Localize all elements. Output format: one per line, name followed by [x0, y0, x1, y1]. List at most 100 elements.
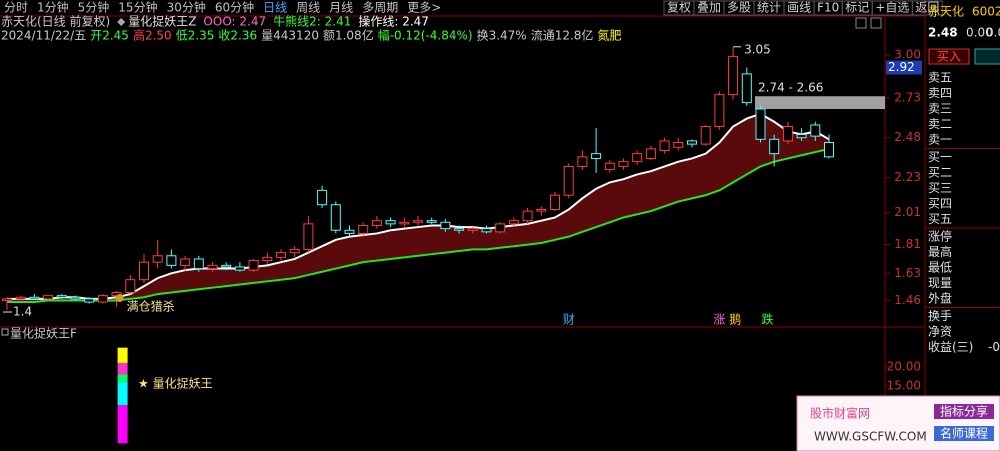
- candle-body: [440, 221, 451, 230]
- candle-body: [796, 134, 807, 139]
- y2-tick-label: 15.00: [887, 378, 921, 392]
- change: 0.00: [966, 26, 993, 40]
- period-tab[interactable]: 1分钟: [37, 0, 69, 15]
- period-tab[interactable]: 5分钟: [78, 0, 110, 15]
- toolbar-button[interactable]: 返回: [915, 1, 939, 15]
- toolbar-button[interactable]: 多股: [727, 1, 751, 15]
- window-icon[interactable]: [855, 17, 867, 29]
- candle-body: [385, 220, 396, 225]
- period-tab[interactable]: 15分钟: [118, 0, 157, 15]
- y-tick-label: 1.81: [894, 237, 921, 251]
- quote-label: 涨停: [928, 229, 952, 244]
- buy-button-frame[interactable]: [928, 48, 970, 65]
- candle-body: [577, 156, 588, 167]
- candle-body: [276, 252, 286, 258]
- button-frame[interactable]: [911, 0, 943, 16]
- window-icon[interactable]: [870, 17, 882, 29]
- sell-button-frame[interactable]: [974, 48, 1000, 65]
- pane-annotation: ★ 量化捉妖王: [138, 376, 213, 391]
- candle-body: [139, 261, 149, 281]
- candle-body: [522, 210, 533, 222]
- period-tab[interactable]: 30分钟: [167, 0, 206, 15]
- toolbar-button[interactable]: F10: [817, 1, 839, 15]
- event-marker[interactable]: 涨: [713, 312, 725, 327]
- buy-button[interactable]: 买入: [937, 50, 961, 64]
- period-tab[interactable]: 分时: [4, 1, 28, 15]
- quote-label: 买四: [928, 197, 952, 211]
- quote-label: 卖三: [928, 102, 952, 116]
- quote-label: 最低: [928, 261, 952, 275]
- period-tab[interactable]: 月线: [329, 1, 353, 15]
- period-tab[interactable]: 周线: [296, 1, 320, 15]
- stack-segment: [117, 362, 128, 375]
- header-item: 操作线: 2.47: [358, 14, 429, 29]
- candle-body: [618, 161, 629, 167]
- period-tab[interactable]: 更多>: [407, 1, 441, 15]
- candle-body: [755, 108, 766, 140]
- candle-body: [550, 194, 560, 211]
- candle-body: [714, 94, 725, 128]
- quote-label: 现量: [928, 276, 952, 290]
- period-tab[interactable]: 60分钟: [215, 0, 254, 15]
- candle-body: [687, 140, 697, 145]
- candle-body: [769, 138, 780, 155]
- candle-body: [56, 295, 67, 298]
- tag-box: [934, 426, 994, 441]
- pane-icon: [1, 328, 9, 336]
- candle-body: [604, 162, 615, 171]
- candle-body: [125, 279, 136, 293]
- toolbar-button[interactable]: 复权: [667, 1, 691, 15]
- event-marker[interactable]: 鹅: [729, 313, 741, 327]
- tag-box: [934, 404, 994, 419]
- candle-body: [728, 55, 739, 96]
- trend-band: [7, 113, 829, 303]
- candle-body: [207, 264, 218, 270]
- y2-tick-label: 20.00: [887, 359, 921, 373]
- toolbar-button[interactable]: 标记: [845, 1, 869, 15]
- toolbar-button[interactable]: 叠加: [697, 1, 721, 15]
- candle-body: [166, 255, 177, 266]
- cursor-price-box: [886, 60, 922, 75]
- candle-body: [741, 73, 752, 104]
- stock-name: 赤天化: [928, 5, 964, 19]
- candle-body: [2, 298, 12, 301]
- candle-body: [591, 153, 602, 159]
- quote-label: 买五: [928, 212, 952, 226]
- candle-body: [221, 264, 232, 268]
- header-item: 赤天化(日线 前复权): [1, 14, 110, 29]
- trend-line: [7, 147, 830, 304]
- event-marker[interactable]: 跌: [761, 312, 773, 327]
- candle-body: [248, 260, 259, 271]
- event-marker[interactable]: 财: [563, 313, 575, 327]
- info-item: 幅-0.12(-4.84%): [378, 28, 473, 43]
- stack-segment: [117, 347, 128, 363]
- quote-label: 卖一: [928, 133, 952, 147]
- period-tab[interactable]: 多周期: [362, 1, 398, 15]
- candle-body: [262, 256, 273, 262]
- toolbar-button[interactable]: +自选: [875, 1, 909, 15]
- pane-title: 量化捉妖王F: [10, 326, 77, 341]
- header-item: OOO: 2.47: [203, 15, 266, 29]
- quote-label: 收益(三): [928, 340, 973, 354]
- stack-segment: [117, 374, 128, 383]
- info-item: 开2.45: [90, 29, 129, 43]
- candle-body: [330, 204, 341, 231]
- period-tab[interactable]: 日线: [263, 1, 287, 15]
- candle-body: [426, 220, 437, 223]
- trend-line: [7, 112, 830, 300]
- candle-body: [632, 153, 643, 163]
- toolbar-button[interactable]: 画线: [787, 1, 811, 15]
- quote-label: 买三: [928, 181, 952, 195]
- candle-body: [371, 220, 382, 226]
- quote-label: 换手: [928, 309, 952, 323]
- price-band-label: 2.74 - 2.66: [758, 81, 823, 95]
- quote-label: 净资: [928, 325, 952, 339]
- toolbar-button[interactable]: 统计: [757, 1, 781, 15]
- candle-body: [43, 295, 54, 300]
- candle-body: [303, 223, 314, 250]
- info-item: 收2.36: [218, 29, 257, 43]
- info-item: 换3.47%: [477, 29, 527, 43]
- info-item: 高2.50: [133, 28, 172, 43]
- candle-body: [399, 221, 410, 225]
